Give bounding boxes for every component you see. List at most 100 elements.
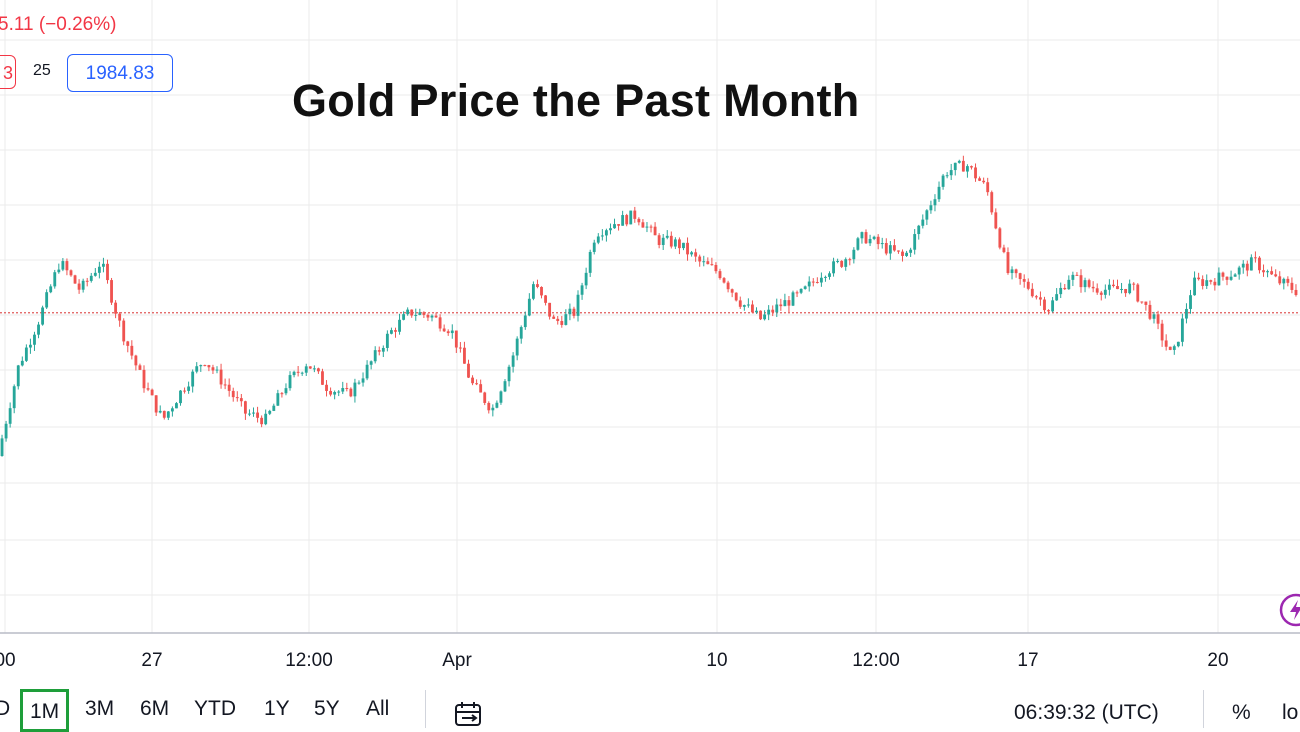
candle-body [215, 369, 219, 371]
candle-body [811, 281, 815, 283]
candle-body [1270, 271, 1274, 275]
candle-body [1055, 294, 1059, 301]
candle-body [1217, 272, 1221, 286]
candle-body [308, 366, 312, 369]
candle-body [345, 388, 349, 390]
candle-body [645, 226, 649, 228]
candle-body [994, 212, 998, 229]
candle-body [649, 226, 653, 228]
candle-body [892, 245, 896, 251]
candle-body [803, 286, 807, 289]
candle-body [641, 222, 645, 228]
candle-body [844, 259, 848, 267]
candle-body [491, 407, 495, 411]
candle-body [33, 334, 36, 345]
candle-body [787, 300, 791, 306]
candle-body [187, 386, 191, 391]
candle-body [1095, 288, 1099, 293]
candle-body [61, 261, 65, 270]
candle-body [661, 237, 665, 245]
candle-body [1128, 283, 1132, 294]
candle-body [556, 318, 560, 322]
x-tick-label: 17 [1017, 650, 1038, 671]
candle-body [763, 314, 767, 320]
candle-body [483, 392, 487, 403]
candle-body [1083, 280, 1087, 288]
candle-body [414, 314, 418, 316]
candle-body [949, 170, 953, 176]
candle-body [584, 272, 588, 286]
candle-body [503, 381, 507, 392]
candle-body [292, 371, 296, 376]
candle-body [609, 228, 612, 231]
candle-body [175, 403, 178, 409]
candle-body [860, 232, 864, 239]
candle-body [211, 367, 215, 371]
candle-body [434, 315, 438, 318]
candle-body [12, 386, 16, 409]
candle-body [1164, 340, 1168, 347]
timeframe-5y-button[interactable]: 5Y [314, 697, 340, 720]
candle-body [304, 366, 308, 373]
candle-body [243, 401, 247, 414]
candle-body [134, 355, 138, 366]
candle-body [1079, 275, 1083, 288]
candle-body [97, 266, 101, 273]
candle-body [316, 368, 320, 372]
candle-body [373, 350, 377, 362]
candle-body [905, 252, 908, 256]
candle-body [872, 236, 876, 239]
candle-body [519, 327, 523, 339]
candle-body [402, 314, 406, 320]
timeframe-d-button[interactable]: D [0, 697, 11, 720]
candle-body [207, 365, 211, 368]
lightning-icon[interactable] [1278, 592, 1300, 628]
candle-body [531, 284, 535, 299]
percent-scale-button[interactable]: % [1232, 701, 1251, 724]
timeframe-ytd-button[interactable]: YTD [194, 697, 236, 720]
timeframe-3m-button[interactable]: 3M [85, 697, 115, 720]
candle-body [110, 280, 113, 303]
candle-body [1063, 287, 1067, 290]
candle-body [410, 309, 414, 316]
gridlines [0, 0, 1300, 633]
candle-body [552, 316, 556, 319]
candle-body [53, 272, 57, 287]
timeframe-6m-button[interactable]: 6M [140, 697, 170, 720]
candle-body [897, 250, 900, 252]
candle-body [880, 243, 884, 245]
candle-body [986, 182, 990, 193]
candle-body [29, 344, 32, 348]
candle-body [1294, 289, 1298, 296]
candle-body [1237, 267, 1241, 275]
candle-body [85, 280, 89, 282]
candle-body [1205, 280, 1209, 286]
candle-body [901, 251, 904, 256]
timeframe-all-button[interactable]: All [366, 697, 390, 720]
sell-price-button[interactable]: 3 [0, 55, 16, 89]
candle-body [921, 219, 925, 226]
candle-body [791, 292, 795, 306]
candle-body [1253, 257, 1257, 259]
buy-price-button[interactable]: 1984.83 [67, 54, 173, 92]
candle-body [170, 408, 174, 412]
candle-body [329, 390, 333, 395]
candle-body [1022, 279, 1026, 282]
candle-body [81, 280, 85, 290]
candle-body [929, 205, 933, 211]
timeframe-1y-button[interactable]: 1Y [264, 697, 290, 720]
candle-body [779, 304, 783, 307]
timeframe-1m-button[interactable]: 1M [20, 689, 70, 732]
candle-body [89, 275, 93, 281]
candle-body [1039, 297, 1042, 300]
candle-body [913, 234, 917, 250]
candle-body [925, 210, 929, 220]
calendar-range-icon[interactable] [453, 700, 485, 728]
candle-body [1124, 288, 1128, 294]
candle-body [815, 282, 819, 284]
candle-body [978, 178, 982, 181]
candle-body [527, 298, 531, 316]
log-scale-button[interactable]: lo [1282, 701, 1299, 724]
utc-clock[interactable]: 06:39:32 (UTC) [1014, 701, 1159, 724]
